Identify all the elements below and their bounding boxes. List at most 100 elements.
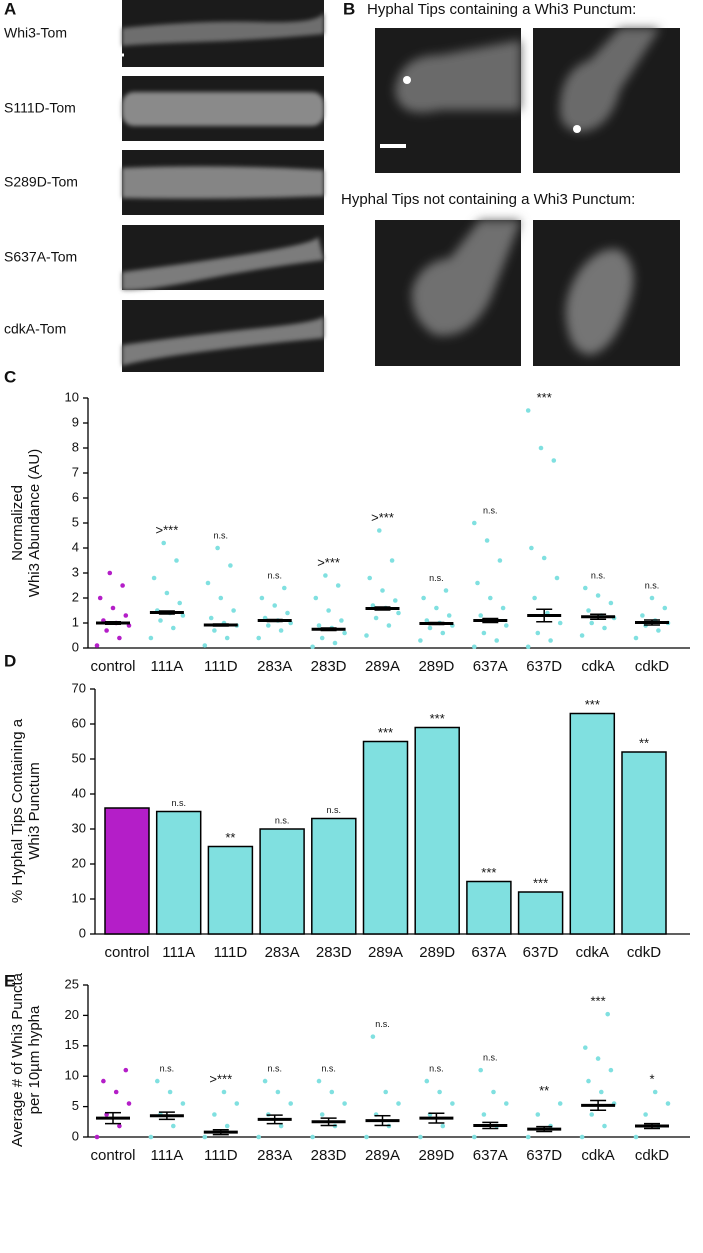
x-tick-label: control (90, 658, 135, 675)
data-point (316, 623, 322, 628)
data-point (491, 1089, 496, 1095)
data-point (532, 595, 537, 601)
data-point (155, 1078, 160, 1084)
data-point (107, 570, 113, 576)
x-tick-label: 637D (526, 1147, 562, 1164)
significance-label: n.s. (483, 1052, 498, 1062)
data-point (262, 1078, 268, 1084)
y-tick-label: 15 (65, 1037, 79, 1052)
data-point (608, 600, 614, 606)
x-tick-label: 111D (214, 944, 248, 961)
data-point (472, 1134, 477, 1140)
data-point (319, 635, 325, 641)
y-tick-label: 70 (72, 680, 86, 695)
data-point (202, 643, 208, 648)
x-tick-label: 289A (365, 1147, 400, 1164)
data-point (386, 623, 392, 628)
micrograph-column (100, 0, 324, 372)
data-point (605, 1011, 610, 1017)
significance-label: n.s. (160, 1063, 175, 1073)
data-point (440, 630, 446, 636)
y-tick-label: 1 (72, 614, 79, 629)
hypha (560, 28, 660, 132)
significance-label: >*** (209, 1071, 232, 1086)
hypha (411, 220, 521, 336)
data-point (313, 595, 319, 601)
data-point (633, 1134, 639, 1140)
punctum (573, 125, 581, 133)
data-point (421, 595, 426, 601)
panel-letter: C (4, 367, 16, 386)
data-point (282, 585, 287, 591)
data-point (478, 1067, 484, 1073)
data-point (602, 1123, 607, 1129)
x-tick-label: cdkA (581, 658, 614, 675)
data-point (339, 618, 344, 623)
y-tick-label: 10 (65, 1068, 79, 1083)
x-tick-label: 111D (204, 1147, 238, 1164)
significance-label: * (649, 1071, 654, 1086)
data-point (215, 545, 220, 551)
data-point (525, 644, 531, 650)
data-point (437, 1089, 442, 1095)
significance-label: n.s. (267, 570, 282, 580)
data-point (310, 644, 315, 650)
data-point (579, 1134, 585, 1140)
data-point (583, 585, 588, 591)
x-tick-label: cdkD (635, 1147, 669, 1164)
x-tick-label: 111A (150, 1147, 183, 1164)
data-point (434, 605, 439, 611)
data-point (335, 583, 341, 588)
hypha (122, 12, 324, 46)
data-point (440, 1123, 446, 1129)
x-tick-label: 111A (162, 944, 195, 961)
data-point (221, 1089, 227, 1095)
x-tick-label: 289A (368, 944, 403, 961)
panel-letter: A (4, 0, 16, 18)
data-point (231, 608, 236, 613)
data-point (120, 583, 125, 588)
x-tick-label: cdkA (576, 944, 609, 961)
y-tick-label: 8 (72, 439, 79, 454)
significance-label: *** (591, 994, 606, 1009)
data-point (212, 628, 217, 633)
hypha (122, 236, 324, 291)
data-point (310, 1134, 315, 1140)
data-point (583, 1045, 588, 1050)
y-axis-label: Average # of Whi3 Puncta (9, 972, 26, 1147)
x-tick-label: 111D (204, 658, 238, 675)
bar (311, 817, 357, 935)
data-point (481, 630, 487, 636)
data-point (595, 593, 601, 598)
bar (155, 810, 202, 935)
x-tick-label: control (104, 944, 149, 961)
hypha (122, 92, 324, 126)
hypha (395, 40, 521, 113)
x-tick-label: cdkD (635, 658, 669, 675)
bar (621, 751, 667, 935)
data-point (589, 1112, 594, 1117)
data-point (662, 605, 668, 611)
significance-label: n.s. (429, 573, 444, 583)
data-point (202, 1134, 208, 1140)
data-point (551, 458, 557, 463)
data-point (649, 595, 655, 601)
y-tick-label: 0 (79, 925, 86, 940)
bar (517, 891, 564, 935)
data-point (497, 558, 503, 563)
significance-label: n.s. (171, 798, 186, 808)
data-point (389, 558, 395, 563)
data-point (117, 635, 122, 641)
x-tick-label: cdkD (627, 944, 661, 961)
bar (569, 712, 616, 935)
data-point (446, 613, 452, 618)
data-point (167, 1089, 173, 1095)
data-point (94, 1134, 100, 1140)
significance-label: n.s. (267, 1063, 282, 1073)
x-tick-label: 283A (257, 1147, 292, 1164)
data-point (481, 1112, 487, 1117)
significance-label: n.s. (214, 530, 229, 540)
data-point (557, 620, 563, 626)
data-point (472, 644, 477, 650)
y-axis-label: Normalized (9, 485, 26, 561)
